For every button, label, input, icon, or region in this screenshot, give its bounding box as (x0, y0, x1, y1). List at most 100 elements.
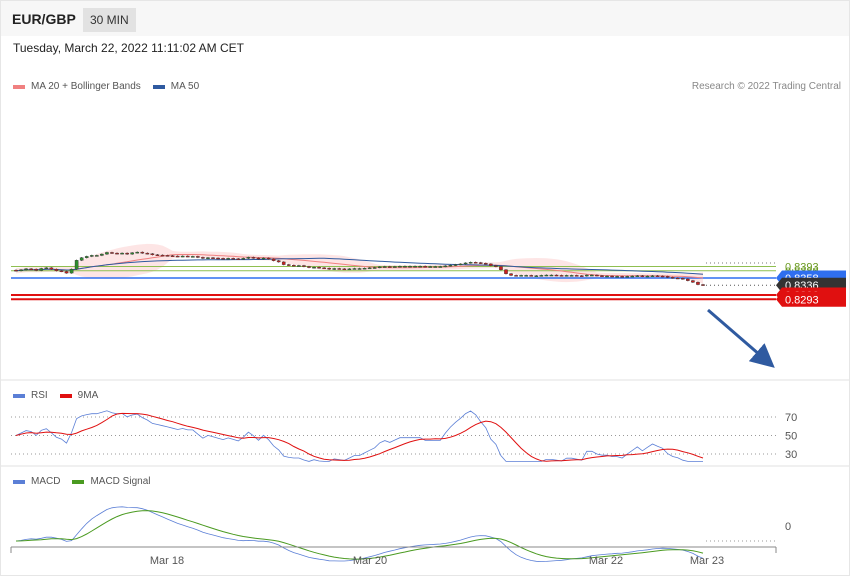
candle-body (19, 269, 23, 272)
level-label-0.8293: 0.8293 (785, 294, 819, 306)
candle (483, 262, 488, 265)
candle-body (564, 275, 569, 277)
candle-body (251, 257, 256, 259)
candle (650, 274, 655, 277)
candle-body (478, 262, 483, 264)
candle (110, 251, 114, 254)
candle (95, 254, 99, 257)
candle-body (155, 254, 160, 256)
copyright-text: Research © 2022 Trading Central (691, 81, 841, 92)
candle (206, 256, 210, 260)
candle (408, 265, 412, 268)
candle-body (281, 261, 286, 265)
candle (286, 263, 291, 266)
candle (463, 262, 468, 265)
candle (600, 274, 604, 277)
candle-body (327, 267, 331, 270)
candle-body (185, 255, 190, 258)
candle-body (529, 275, 534, 277)
candle-body (110, 252, 114, 254)
candle-body (559, 275, 564, 277)
candle (160, 254, 165, 257)
level-tag-0.8293 (776, 291, 846, 307)
candle (590, 274, 594, 277)
macd-legend: MACD MACD Signal (13, 476, 162, 487)
candle (201, 256, 205, 260)
candle (241, 257, 246, 260)
candle (438, 265, 443, 268)
candle-body (610, 275, 614, 278)
candle-body (554, 274, 559, 277)
candle-body (524, 275, 528, 277)
candle-body (105, 252, 109, 255)
candle-body (84, 256, 89, 258)
candle-body (650, 275, 655, 277)
candle-body (89, 255, 94, 257)
candle-body (448, 265, 453, 267)
candle-body (206, 257, 210, 259)
candle (297, 264, 301, 267)
candle-body (413, 266, 417, 268)
candle-body (362, 267, 367, 270)
candle (670, 276, 675, 279)
candle-body (357, 268, 362, 270)
candle-body (317, 266, 321, 269)
candle-body (691, 280, 695, 283)
candle (312, 266, 316, 269)
candle (322, 267, 326, 270)
candle-body (665, 276, 670, 278)
candle-body (494, 265, 498, 267)
candle (453, 263, 458, 266)
candle-body (655, 275, 660, 277)
candle-body (231, 258, 236, 260)
macd-signal-line (15, 510, 704, 560)
candle (120, 252, 124, 255)
candle (640, 274, 645, 278)
candle (605, 275, 609, 278)
candle (130, 252, 134, 255)
rsi-tick-label: 30 (785, 449, 797, 461)
candle-body (74, 260, 79, 270)
candle-body (438, 266, 443, 268)
candle-body (170, 255, 175, 257)
macd-tick-label: 0 (785, 521, 791, 533)
candle (236, 257, 241, 260)
candle (473, 261, 478, 264)
candle-body (635, 275, 640, 277)
candle (393, 265, 397, 268)
candle-body (241, 258, 246, 260)
candle-body (236, 258, 241, 260)
candle (69, 268, 74, 274)
candle-body (382, 266, 387, 268)
legend-ma20: MA 20 + Bollinger Bands (13, 81, 141, 92)
candle-body (640, 275, 645, 277)
candle (19, 269, 23, 272)
candle (196, 255, 200, 259)
candle-body (145, 252, 150, 255)
candle-body (191, 256, 195, 258)
candle (529, 274, 534, 277)
candle (554, 274, 559, 277)
ma50-line (15, 257, 704, 275)
candle-body (120, 252, 124, 255)
candle-body (130, 252, 134, 255)
candle-body (271, 258, 276, 261)
candle-body (418, 266, 422, 268)
bollinger-band (16, 243, 703, 284)
candle (630, 275, 635, 278)
rsi-line (15, 410, 703, 462)
candle (180, 255, 185, 258)
candle (150, 253, 155, 256)
candle-body (49, 267, 54, 270)
candle-body (150, 253, 155, 255)
timeframe-button[interactable]: 30 MIN (83, 8, 136, 32)
rsi-tick-label: 70 (785, 412, 797, 424)
candle-body (660, 275, 665, 278)
x-tick-label: Mar 18 (150, 555, 184, 567)
candle (574, 274, 579, 277)
candle-body (115, 252, 119, 255)
candle (79, 256, 84, 262)
candle (615, 275, 619, 278)
candle (382, 265, 387, 268)
